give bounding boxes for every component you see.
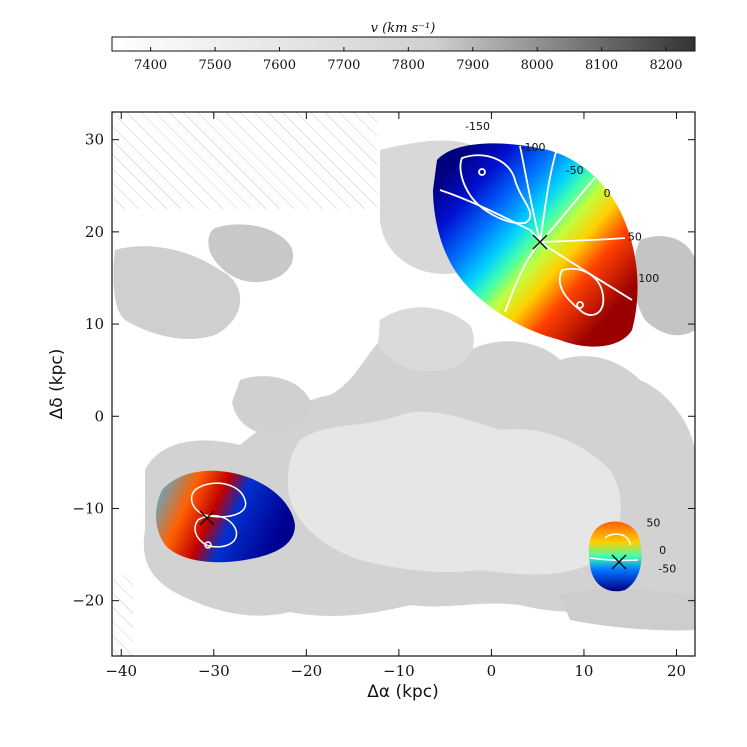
- x-tick-label: −20: [291, 662, 323, 680]
- colorbar-tick-label: 8100: [585, 58, 618, 73]
- colorbar-ticks: 7400 7500 7600 7700 7800 7900 8000 8100 8200: [134, 47, 683, 73]
- contour-labels: -150 -100 -50 0 50 100 50 0 -50: [465, 120, 676, 576]
- contour-level-label: 50: [628, 230, 642, 243]
- colorbar-tick-label: 8000: [521, 58, 554, 73]
- galaxy-1-disk: [433, 143, 638, 347]
- contour-level-label: 0: [659, 544, 666, 557]
- galaxy-2-contours: [190, 482, 247, 549]
- colorbar-tick-label: 7500: [199, 58, 232, 73]
- y-tick-label: 30: [85, 131, 104, 149]
- contour-level-label: -50: [566, 164, 584, 177]
- y-tick-label: −20: [72, 592, 104, 610]
- x-tick-label: 20: [667, 662, 686, 680]
- diffuse-gas-right: [633, 236, 695, 336]
- contour-level-label: 50: [646, 516, 660, 529]
- masked-region-top-left: [112, 112, 377, 209]
- colorbar-tick-label: 8200: [649, 58, 682, 73]
- galaxy-3-contours: [589, 533, 639, 562]
- y-tick-label: −10: [72, 499, 104, 517]
- y-tick-label: 20: [85, 223, 104, 241]
- diffuse-gas-left: [113, 246, 241, 340]
- contour-level-label: 0: [604, 187, 611, 200]
- y-tick-label: 10: [85, 315, 104, 333]
- galaxy-2-center-marker: [199, 510, 215, 526]
- contour-level-label: 100: [638, 272, 659, 285]
- x-tick-label: −40: [105, 662, 137, 680]
- diffuse-gas-top-center: [208, 224, 294, 283]
- galaxy-3-center-marker: [611, 554, 627, 570]
- masked-region-bottom-left: [112, 575, 133, 656]
- contour-level-label: -100: [521, 141, 546, 154]
- colorbar-label: v (km s⁻¹): [371, 21, 436, 36]
- plot-frame: [111, 111, 696, 657]
- diffuse-gas-light: [287, 411, 621, 575]
- colorbar-tick-label: 7900: [456, 58, 489, 73]
- x-tick-label: −30: [198, 662, 230, 680]
- diffuse-gas-mid: [378, 307, 474, 372]
- y-axis-label: Δδ (kpc): [47, 349, 67, 420]
- contour-level-label: -50: [658, 562, 676, 575]
- contour-level-label: -150: [465, 120, 490, 133]
- galaxy-velocity-field-2: [156, 470, 295, 563]
- x-axis-label: Δα (kpc): [367, 682, 439, 702]
- x-tick-label: −10: [383, 662, 415, 680]
- colorbar-gradient: [111, 36, 696, 52]
- colorbar: v (km s⁻¹) 7400 7500 7600 7700 7800 7900 8000 8…: [111, 21, 696, 73]
- galaxy-1-center-marker: [532, 234, 548, 250]
- colorbar-tick-label: 7700: [327, 58, 360, 73]
- x-tick-label: 0: [487, 662, 497, 680]
- galaxy-velocity-field-3: [588, 521, 642, 592]
- galaxy-velocity-field-1: [433, 143, 638, 347]
- x-tick-label: 10: [574, 662, 593, 680]
- colorbar-tick-label: 7800: [392, 58, 425, 73]
- y-tick-label: 0: [94, 407, 104, 425]
- diffuse-gas-lower-right: [560, 589, 695, 631]
- colorbar-tick-label: 7400: [134, 58, 167, 73]
- galaxy-3-disk: [588, 521, 642, 592]
- y-axis-ticks: −20 −10 0 10 20 30: [72, 131, 695, 610]
- x-axis-ticks: −40 −30 −20 −10 0 10 20: [105, 112, 686, 680]
- diffuse-gas-center-blob: [232, 376, 311, 435]
- colorbar-tick-label: 7600: [263, 58, 296, 73]
